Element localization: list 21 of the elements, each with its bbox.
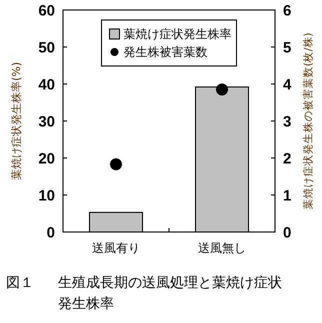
x-tick-label: 送風有り [92, 241, 140, 255]
y2-tick-label: 2 [283, 150, 292, 168]
y2-tick-label: 3 [283, 113, 292, 130]
y-tick-label: 40 [38, 76, 55, 94]
chart-title: 図１ 生殖成長期の送風処理と葉焼け症状発生株率 [6, 275, 282, 312]
y-tick-label: 30 [38, 113, 55, 130]
y2-tick-label: 1 [283, 187, 292, 204]
legend-label: 葉焼け症状発生株率 [124, 27, 232, 42]
y2-tick-label: 5 [283, 39, 292, 56]
y2-axis-title: 葉焼け症状発生株の被害葉数(枚/株) [302, 32, 315, 210]
y-tick-label: 0 [46, 224, 55, 242]
x-tick-label: 送風無し [198, 241, 246, 255]
y-tick-label: 60 [38, 2, 55, 20]
y-axis-title: 葉焼け症状発生株率(%) [10, 62, 23, 180]
y2-tick-label: 6 [283, 2, 292, 20]
y-tick-label: 10 [38, 187, 55, 204]
y-tick-label: 20 [38, 150, 55, 168]
y-tick-label: 50 [38, 39, 55, 56]
y2-tick-label: 4 [283, 76, 292, 94]
legend-label: 発生株被害葉数 [124, 45, 208, 60]
y2-tick-label: 0 [283, 224, 292, 242]
